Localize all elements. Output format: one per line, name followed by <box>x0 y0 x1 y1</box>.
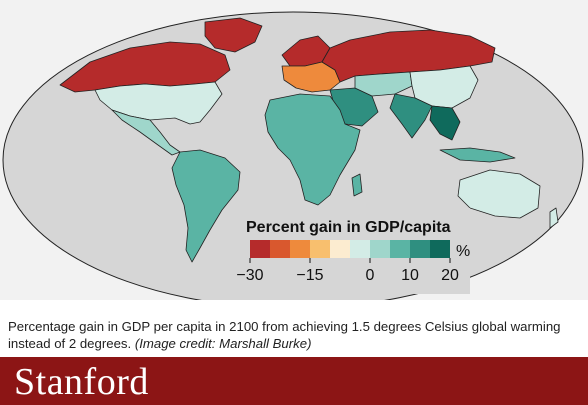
legend-tick-label: −30 <box>236 267 263 284</box>
region-russia <box>321 29 496 83</box>
legend-swatch <box>330 240 350 258</box>
legend: Percent gain in GDP/capita % −30 −15 0 10 20 <box>236 208 470 294</box>
region-africa <box>264 93 361 206</box>
region-greenland <box>204 17 263 53</box>
region-central-europe <box>281 61 341 93</box>
region-indonesia <box>439 147 516 163</box>
region-india <box>389 93 433 139</box>
world-map: Percent gain in GDP/capita % −30 −15 0 10 20 <box>2 11 584 300</box>
legend-swatch <box>270 240 290 258</box>
legend-swatch <box>250 240 270 258</box>
caption: Percentage gain in GDP per capita in 210… <box>8 318 578 352</box>
legend-swatch <box>410 240 430 258</box>
caption-text: Percentage gain in GDP per capita in 210… <box>8 319 561 351</box>
legend-swatch <box>390 240 410 258</box>
legend-tick-label: 10 <box>401 267 419 284</box>
legend-swatch <box>290 240 310 258</box>
legend-ticks: −30 −15 0 10 20 <box>236 258 459 284</box>
region-new-zealand <box>549 207 559 229</box>
region-south-america <box>171 149 241 263</box>
caption-credit: (Image credit: Marshall Burke) <box>134 336 312 351</box>
legend-unit: % <box>456 243 470 260</box>
legend-swatch <box>310 240 330 258</box>
legend-swatch <box>350 240 370 258</box>
legend-swatch <box>430 240 450 258</box>
legend-swatch <box>370 240 390 258</box>
map-figure: Percent gain in GDP/capita % −30 −15 0 10 20 <box>0 0 588 300</box>
stanford-logo[interactable]: Stanford <box>14 361 149 403</box>
region-southeast-asia <box>429 105 461 141</box>
legend-color-scale <box>250 240 450 258</box>
region-central-asia <box>354 71 413 97</box>
region-madagascar <box>351 173 363 197</box>
legend-tick-label: −15 <box>296 267 323 284</box>
legend-tick-label: 0 <box>366 267 375 284</box>
region-australia <box>457 169 541 219</box>
footer-bar <box>0 357 588 405</box>
region-china <box>409 65 479 109</box>
legend-title: Percent gain in GDP/capita <box>246 219 451 236</box>
legend-tick-label: 20 <box>441 267 459 284</box>
